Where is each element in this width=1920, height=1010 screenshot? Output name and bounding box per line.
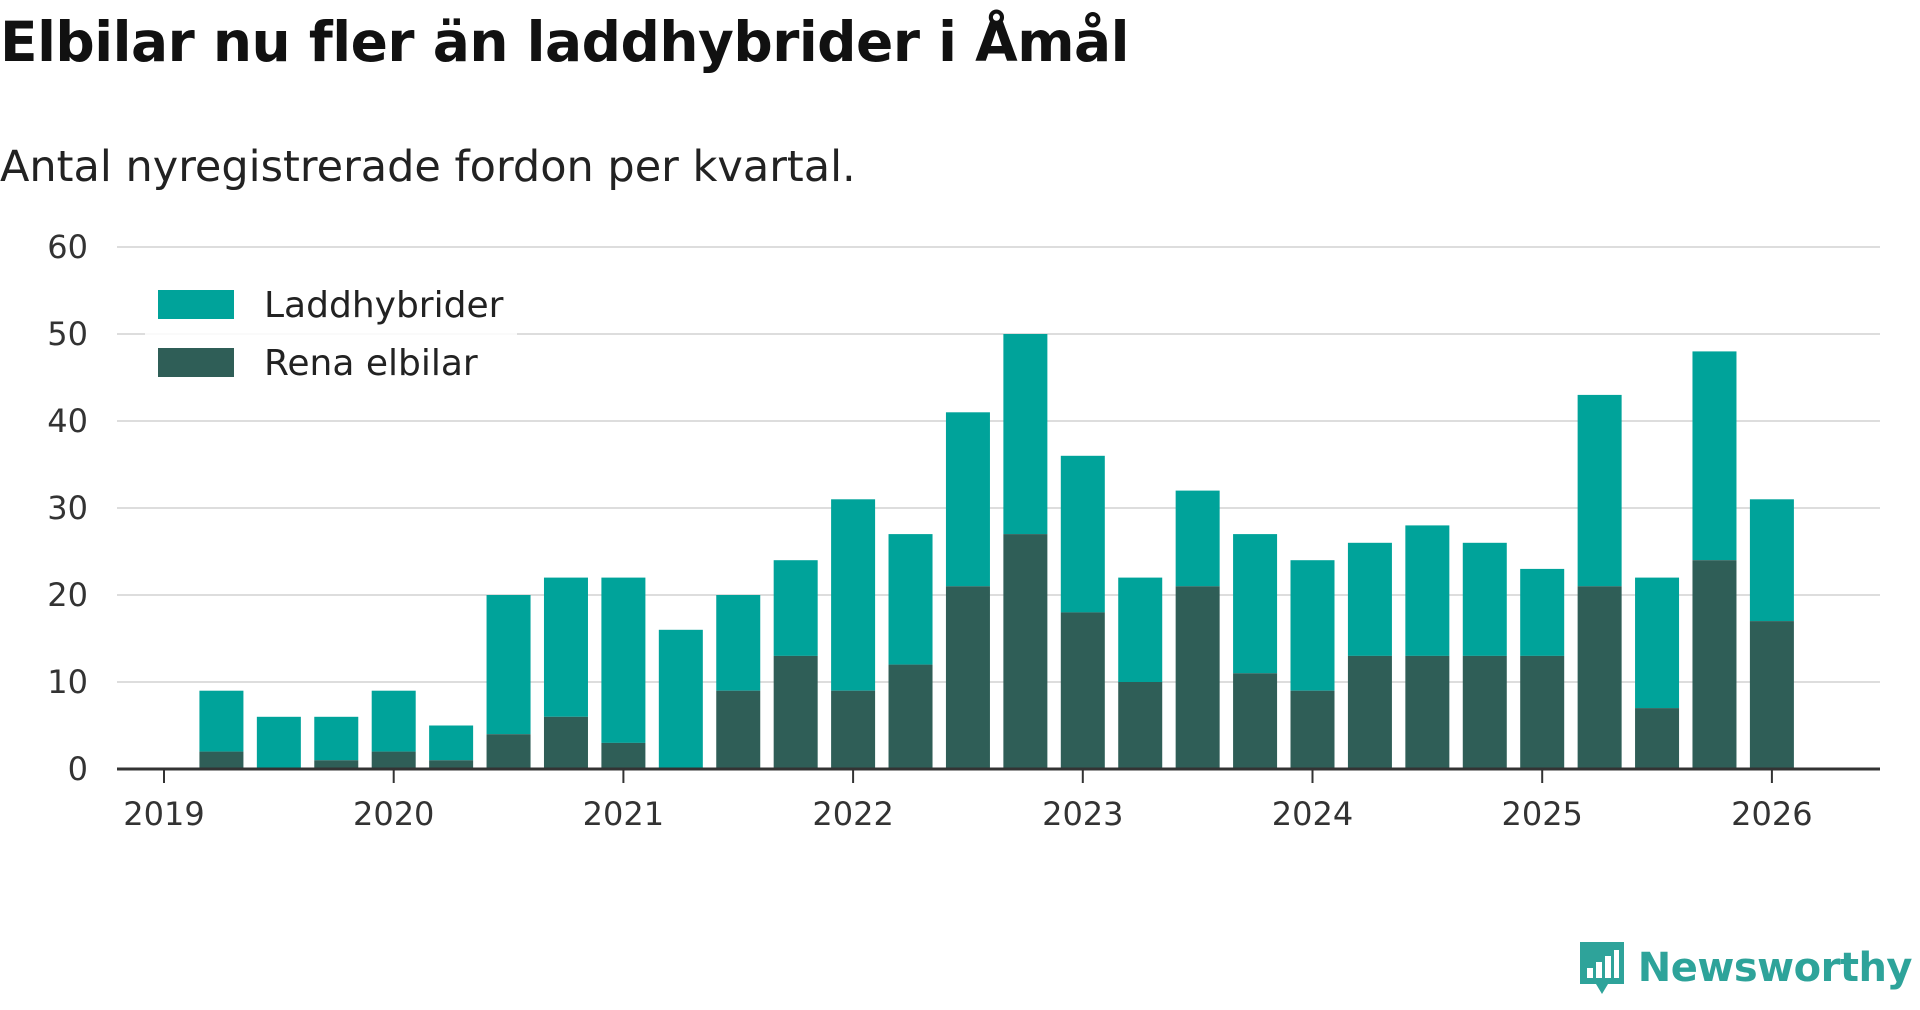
bar-rena-elbilar xyxy=(1405,655,1450,769)
bar-rena-elbilar xyxy=(1060,612,1105,769)
bar-laddhybrider xyxy=(486,595,531,735)
bar-rena-elbilar xyxy=(1520,655,1565,769)
y-tick-label: 20 xyxy=(47,576,88,614)
bar-laddhybrider xyxy=(831,499,876,691)
bar-rena-elbilar xyxy=(199,751,244,769)
bar-rena-elbilar xyxy=(1347,655,1392,769)
bar-laddhybrider xyxy=(429,725,474,761)
bar-laddhybrider xyxy=(1347,542,1392,656)
bar-rena-elbilar xyxy=(1233,673,1278,769)
y-tick-label: 10 xyxy=(47,663,88,701)
bar-laddhybrider xyxy=(1692,351,1737,561)
legend-swatch-elbilar xyxy=(158,348,234,377)
bar-laddhybrider xyxy=(1175,490,1220,587)
bar-laddhybrider xyxy=(1462,542,1507,656)
bar-laddhybrider xyxy=(256,716,301,769)
bar-laddhybrider xyxy=(773,560,818,656)
bars xyxy=(199,334,1794,769)
bar-laddhybrider xyxy=(1577,394,1622,587)
bar-laddhybrider xyxy=(199,690,244,752)
bar-laddhybrider xyxy=(601,577,646,743)
bar-rena-elbilar xyxy=(486,734,531,769)
legend: Laddhybrider Rena elbilar xyxy=(145,270,517,400)
legend-swatch-laddhybrider xyxy=(158,290,234,319)
y-tick-label: 40 xyxy=(47,402,88,440)
bar-rena-elbilar xyxy=(1290,690,1335,769)
bar-rena-elbilar xyxy=(773,655,818,769)
axes: 0 10 20 30 40 50 60 2019 2020 2021 2022 2023 2024 202… xyxy=(47,228,1880,833)
x-tick-label: 2019 xyxy=(123,795,204,833)
bar-rena-elbilar xyxy=(1577,586,1622,769)
bar-rena-elbilar xyxy=(831,690,876,769)
bar-laddhybrider xyxy=(1290,560,1335,691)
bar-laddhybrider xyxy=(1520,568,1565,656)
legend-label-laddhybrider: Laddhybrider xyxy=(264,285,504,326)
bar-rena-elbilar xyxy=(945,586,990,769)
x-tick-label: 2021 xyxy=(583,795,664,833)
bar-rena-elbilar xyxy=(1635,708,1680,769)
x-tick-label: 2025 xyxy=(1501,795,1582,833)
bar-rena-elbilar xyxy=(1118,682,1163,769)
y-tick-label: 60 xyxy=(47,228,88,266)
bar-rena-elbilar xyxy=(371,751,416,769)
bar-laddhybrider xyxy=(658,629,703,769)
bar-rena-elbilar xyxy=(716,690,761,769)
bar-laddhybrider xyxy=(1635,577,1680,709)
bar-laddhybrider xyxy=(1060,455,1105,613)
bar-laddhybrider xyxy=(1233,534,1278,674)
y-tick-label: 30 xyxy=(47,489,88,527)
bar-rena-elbilar xyxy=(1462,655,1507,769)
legend-label-elbilar: Rena elbilar xyxy=(264,343,478,384)
newsworthy-logo-icon xyxy=(1579,942,1624,994)
bar-rena-elbilar xyxy=(1749,621,1794,769)
bar-laddhybrider xyxy=(1405,525,1450,656)
brand-name: Newsworthy xyxy=(1637,945,1913,991)
bar-rena-elbilar xyxy=(429,760,474,769)
bar-rena-elbilar xyxy=(314,760,359,769)
bar-laddhybrider xyxy=(1003,334,1048,535)
bar-rena-elbilar xyxy=(543,716,588,769)
bar-rena-elbilar xyxy=(1692,560,1737,769)
x-tick-label: 2026 xyxy=(1731,795,1812,833)
x-tick-label: 2020 xyxy=(353,795,434,833)
bar-rena-elbilar xyxy=(1175,586,1220,769)
chart-title: Elbilar nu fler än laddhybrider i Åmål xyxy=(0,10,1129,74)
bar-laddhybrider xyxy=(888,534,933,665)
bar-rena-elbilar xyxy=(888,664,933,769)
bar-laddhybrider xyxy=(543,577,588,717)
bar-laddhybrider xyxy=(716,595,761,691)
bar-laddhybrider xyxy=(1118,577,1163,682)
bar-laddhybrider xyxy=(1749,499,1794,622)
bar-laddhybrider xyxy=(314,716,359,761)
x-tick-label: 2022 xyxy=(812,795,893,833)
bar-laddhybrider xyxy=(371,690,416,752)
newsworthy-brand: Newsworthy xyxy=(1576,938,1913,998)
x-tick-label: 2023 xyxy=(1042,795,1123,833)
y-tick-label: 0 xyxy=(68,750,88,788)
y-tick-label: 50 xyxy=(47,315,88,353)
bar-rena-elbilar xyxy=(1003,534,1048,769)
bar-rena-elbilar xyxy=(601,742,646,769)
bar-laddhybrider xyxy=(945,412,990,587)
x-tick-label: 2024 xyxy=(1272,795,1353,833)
chart-subtitle: Antal nyregistrerade fordon per kvartal. xyxy=(0,142,856,192)
